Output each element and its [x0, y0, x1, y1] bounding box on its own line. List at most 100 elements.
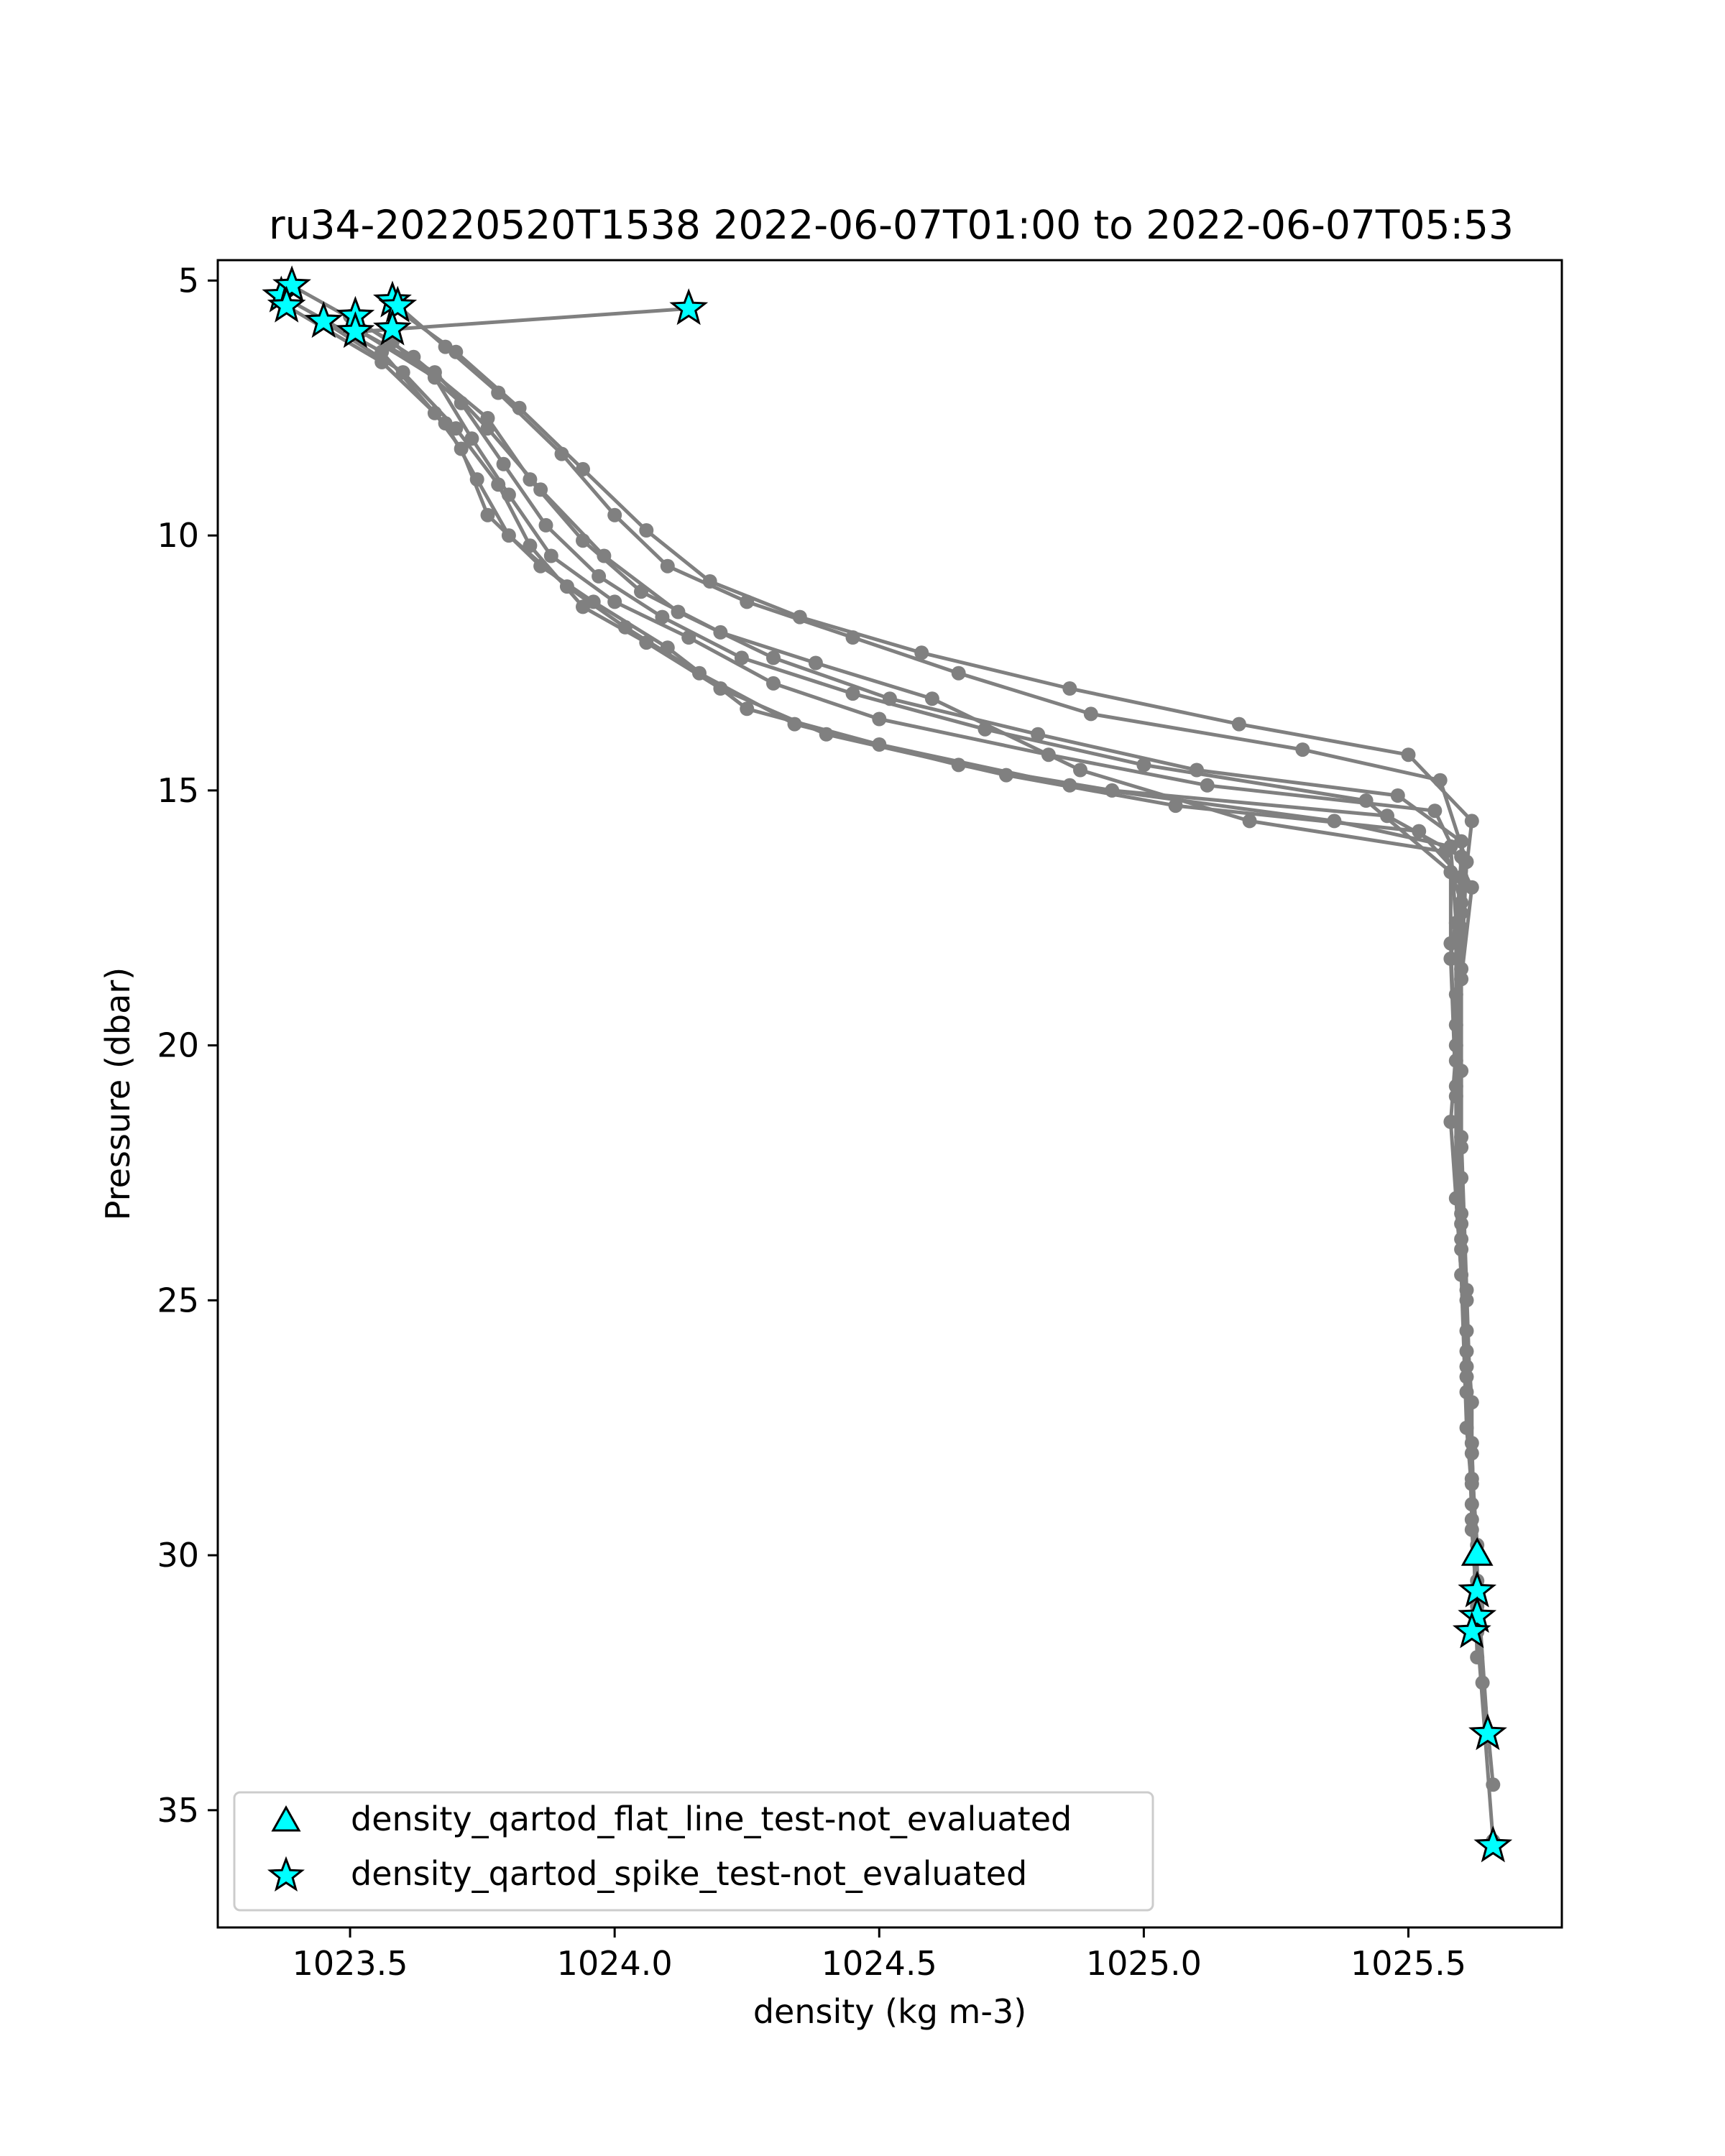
data-point — [1200, 778, 1215, 793]
data-point — [512, 400, 527, 415]
data-point — [491, 385, 506, 400]
chart-title: ru34-20220520T1538 2022-06-07T01:00 to 2… — [269, 202, 1514, 248]
profile-series — [353, 301, 1479, 1527]
data-point — [1470, 1650, 1485, 1664]
data-point — [924, 691, 939, 706]
data-point — [1454, 1206, 1469, 1221]
data-point — [978, 722, 993, 737]
data-point — [808, 655, 823, 671]
data-point — [671, 604, 686, 619]
data-point — [639, 635, 654, 650]
data-point — [576, 599, 590, 614]
x-axis-ticks: 1023.5 1024.0 1024.5 1025.0 1025.5 — [293, 1927, 1466, 1983]
data-point — [819, 727, 834, 742]
spike-flag-marker — [267, 285, 306, 323]
data-point — [1443, 865, 1458, 880]
data-point — [639, 523, 654, 538]
y-axis-ticks: 5 10 15 20 25 30 35 — [157, 261, 218, 1830]
spike-flag-marker — [336, 310, 375, 349]
data-point — [1190, 763, 1204, 778]
data-point — [1454, 834, 1469, 849]
profile-line — [359, 306, 1474, 1520]
profile-line — [359, 330, 1479, 1556]
legend: density_qartod_flat_line_test-not_evalua… — [233, 1791, 1154, 1912]
legend-triangle-shape — [271, 1805, 301, 1832]
legend-star-shape — [267, 1856, 305, 1892]
data-point — [1358, 793, 1374, 808]
data-point — [883, 691, 897, 706]
spike-flag-marker — [1468, 1713, 1507, 1751]
data-point — [1454, 921, 1469, 936]
data-point — [792, 609, 807, 625]
spike-flag-marker — [1458, 1595, 1497, 1634]
data-point — [872, 711, 887, 727]
data-point — [480, 421, 495, 436]
data-point — [1464, 1512, 1479, 1527]
plot-area-frame — [216, 259, 1563, 1929]
spike-flag-marker — [1452, 1611, 1491, 1649]
data-point — [1464, 880, 1479, 895]
data-point — [1459, 1359, 1474, 1374]
data-point — [543, 548, 558, 563]
data-point — [448, 421, 464, 436]
data-point — [464, 431, 479, 446]
data-point — [501, 487, 516, 502]
x-tick-label: 1025.0 — [1086, 1944, 1202, 1983]
data-point — [448, 344, 464, 359]
data-point — [660, 558, 675, 573]
data-point — [597, 548, 612, 563]
y-tick-label: 20 — [157, 1026, 199, 1065]
data-point — [951, 665, 966, 681]
data-point — [1295, 742, 1310, 757]
spike-flag-marker — [1473, 1825, 1513, 1863]
y-tick-label: 15 — [157, 771, 199, 810]
legend-label-flat-line: density_qartod_flat_line_test-not_evalua… — [351, 1800, 1072, 1838]
data-point — [1401, 747, 1416, 763]
y-tick-label: 25 — [157, 1281, 199, 1319]
legend-star-marker — [267, 1856, 305, 1892]
data-point — [469, 472, 484, 487]
data-point — [766, 676, 781, 691]
data-point — [1390, 788, 1405, 803]
data-point — [480, 410, 495, 425]
data-point — [702, 574, 717, 589]
y-tick-label: 30 — [157, 1536, 199, 1575]
data-point — [501, 528, 516, 543]
data-point — [592, 568, 607, 584]
data-point — [713, 681, 728, 696]
data-point — [766, 650, 781, 665]
spike-flag-marker — [304, 300, 344, 338]
x-tick-label: 1024.0 — [557, 1944, 673, 1983]
x-tick-label: 1025.5 — [1351, 1944, 1466, 1983]
x-axis-label: density (kg m-3) — [753, 1992, 1026, 2031]
spike-flag-marker — [373, 308, 412, 346]
data-point — [1031, 727, 1046, 742]
data-point — [538, 517, 553, 533]
spike-flag-marker — [669, 288, 709, 326]
data-point — [496, 456, 511, 471]
data-point — [1168, 798, 1183, 814]
y-tick-label: 35 — [157, 1791, 199, 1830]
data-point — [1062, 681, 1077, 696]
data-point — [845, 686, 860, 701]
data-point — [576, 461, 590, 476]
spike-flag-marker — [272, 265, 311, 303]
data-point — [734, 650, 749, 665]
data-point — [1443, 1115, 1458, 1129]
data-point — [1136, 757, 1151, 773]
data-point — [1231, 717, 1246, 732]
data-point — [533, 482, 548, 497]
data-point — [1083, 706, 1098, 722]
data-point — [999, 768, 1013, 783]
data-point — [740, 701, 755, 717]
spike-flag-marker — [378, 285, 418, 323]
data-point — [1486, 1777, 1501, 1792]
x-tick-label: 1024.5 — [822, 1944, 937, 1983]
data-point — [655, 609, 670, 625]
legend-triangle-marker — [271, 1805, 301, 1832]
profile-series — [353, 324, 1485, 1563]
data-point — [523, 538, 538, 553]
data-point — [1427, 803, 1443, 819]
y-tick-label: 5 — [178, 261, 199, 300]
